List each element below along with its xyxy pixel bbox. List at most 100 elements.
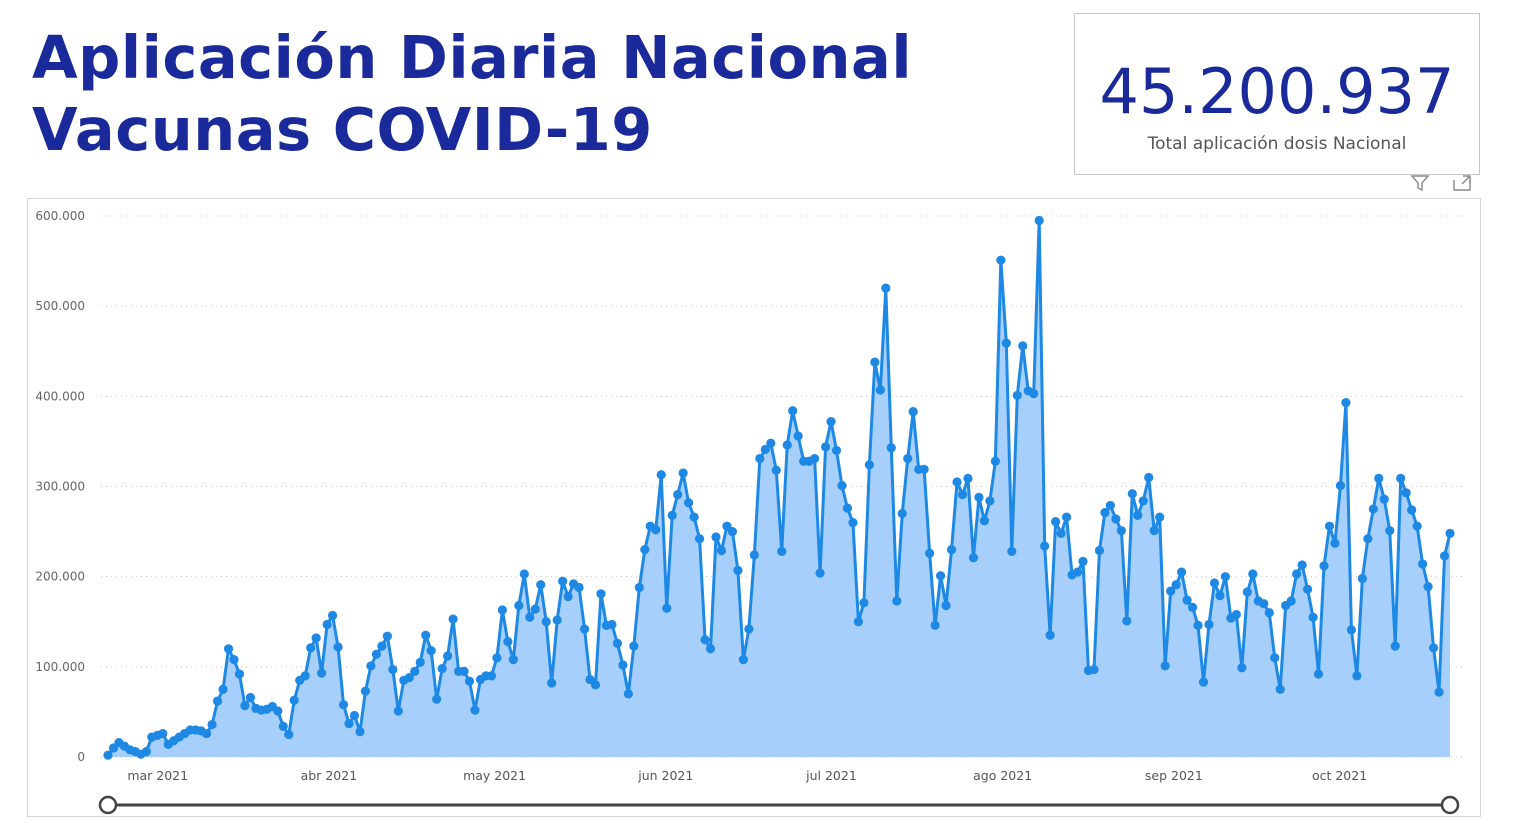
data-point[interactable] [662, 603, 672, 613]
data-point[interactable] [1308, 612, 1318, 622]
data-point[interactable] [470, 705, 480, 715]
data-point[interactable] [1215, 591, 1225, 601]
data-point[interactable] [903, 453, 913, 464]
data-point[interactable] [820, 442, 831, 452]
data-point[interactable] [705, 644, 716, 654]
data-point[interactable] [782, 440, 792, 450]
data-point[interactable] [1264, 608, 1274, 618]
data-point[interactable] [1007, 546, 1017, 557]
data-point[interactable] [530, 604, 540, 614]
data-point[interactable] [223, 644, 234, 654]
data-point[interactable] [579, 624, 590, 634]
data-point[interactable] [957, 490, 968, 500]
data-point[interactable] [240, 701, 250, 711]
data-point[interactable] [930, 620, 940, 630]
data-point[interactable] [766, 438, 776, 448]
data-point[interactable] [212, 696, 223, 706]
data-point[interactable] [1089, 664, 1099, 675]
data-point[interactable] [1297, 560, 1307, 570]
data-point[interactable] [618, 660, 628, 670]
data-point[interactable] [935, 571, 946, 581]
data-point[interactable] [733, 565, 743, 575]
data-point[interactable] [810, 453, 820, 464]
data-point[interactable] [1001, 338, 1011, 348]
data-point[interactable] [558, 576, 568, 586]
data-point[interactable] [508, 655, 518, 665]
data-point[interactable] [684, 498, 694, 508]
data-point[interactable] [1051, 517, 1061, 527]
range-slider-start-handle[interactable] [98, 795, 118, 815]
data-point[interactable] [738, 655, 749, 665]
data-point[interactable] [1171, 580, 1181, 590]
data-point[interactable] [459, 666, 469, 676]
data-point[interactable] [306, 643, 316, 653]
data-point[interactable] [1302, 584, 1313, 594]
data-point[interactable] [848, 517, 858, 528]
data-point[interactable] [393, 706, 403, 716]
data-point[interactable] [1018, 341, 1028, 351]
data-point[interactable] [946, 545, 957, 555]
data-point[interactable] [1412, 521, 1422, 531]
data-point[interactable] [919, 464, 929, 474]
data-point[interactable] [1166, 586, 1176, 596]
data-point[interactable] [278, 721, 288, 731]
data-point[interactable] [689, 512, 699, 522]
data-point[interactable] [1100, 508, 1110, 518]
data-point[interactable] [875, 385, 885, 395]
data-point[interactable] [1346, 625, 1356, 635]
data-point[interactable] [377, 641, 387, 651]
data-point[interactable] [667, 510, 677, 520]
data-point[interactable] [788, 406, 798, 416]
data-point[interactable] [1116, 526, 1126, 536]
data-point[interactable] [590, 680, 601, 690]
data-point[interactable] [1335, 481, 1346, 491]
data-point[interactable] [229, 655, 239, 665]
data-point[interactable] [525, 612, 535, 622]
data-point[interactable] [793, 431, 803, 441]
data-point[interactable] [218, 684, 228, 694]
data-point[interactable] [338, 700, 349, 710]
data-point[interactable] [464, 676, 475, 686]
data-point[interactable] [497, 605, 507, 615]
data-point[interactable] [831, 445, 842, 456]
data-point[interactable] [1034, 215, 1044, 226]
data-point[interactable] [547, 678, 557, 688]
data-point[interactable] [1445, 528, 1455, 538]
data-point[interactable] [864, 460, 874, 470]
data-point[interactable] [234, 669, 245, 679]
data-point[interactable] [1111, 514, 1121, 524]
data-point[interactable] [974, 492, 984, 502]
data-point[interactable] [1144, 472, 1154, 483]
data-point[interactable] [1078, 556, 1088, 566]
data-point[interactable] [273, 706, 283, 716]
data-point[interactable] [1423, 581, 1433, 592]
data-point[interactable] [1198, 677, 1209, 687]
data-point[interactable] [421, 630, 431, 640]
filter-icon[interactable] [1409, 172, 1431, 192]
data-point[interactable] [694, 534, 705, 544]
data-point[interactable] [651, 525, 661, 535]
data-point[interactable] [1407, 505, 1417, 515]
kpi-card[interactable]: 45.200.937 Total aplicación dosis Nacion… [1074, 13, 1480, 175]
data-point[interactable] [492, 653, 502, 663]
data-point[interactable] [1270, 653, 1280, 663]
data-point[interactable] [311, 633, 321, 643]
data-point[interactable] [1012, 390, 1022, 401]
data-point[interactable] [1127, 489, 1137, 499]
data-point[interactable] [1390, 641, 1400, 651]
data-point[interactable] [749, 550, 759, 560]
data-point[interactable] [541, 617, 551, 627]
data-point[interactable] [892, 596, 902, 606]
data-point[interactable] [202, 728, 212, 739]
data-point[interactable] [426, 646, 436, 656]
data-point[interactable] [925, 548, 935, 558]
data-point[interactable] [1155, 512, 1165, 522]
data-point[interactable] [1286, 596, 1296, 606]
data-point[interactable] [859, 598, 869, 608]
data-point[interactable] [990, 456, 1000, 466]
data-point[interactable] [612, 638, 623, 648]
data-point[interactable] [897, 508, 907, 519]
data-point[interactable] [1248, 569, 1258, 579]
data-point[interactable] [1029, 389, 1039, 399]
data-point[interactable] [771, 465, 781, 475]
